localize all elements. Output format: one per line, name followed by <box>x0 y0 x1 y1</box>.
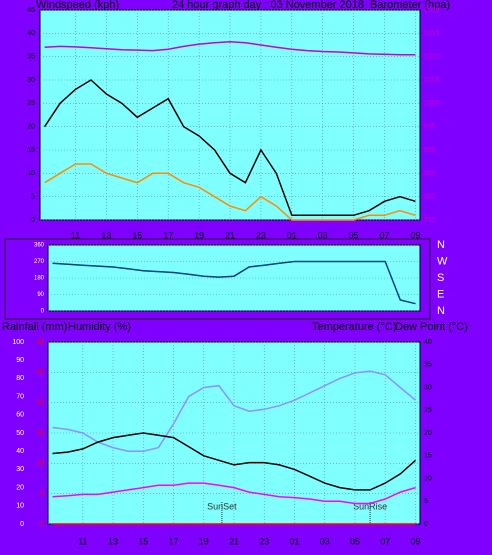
y-tick-label: 5 <box>31 194 35 201</box>
y2-tick-label: 1010 <box>424 54 440 61</box>
y-tick-label: 90 <box>37 292 44 298</box>
x-tick-label: 05 <box>350 536 360 546</box>
y2-tick-label: N <box>437 239 445 251</box>
y2-tick-label: N <box>437 305 445 317</box>
y-tick-label: 25 <box>27 100 35 107</box>
x-tick-label: 01 <box>289 536 299 546</box>
x-tick-label: 09 <box>410 536 420 546</box>
y2-tick-label: 990 <box>424 147 436 154</box>
y2-tick-label: 1005 <box>424 77 440 84</box>
y-tick-label: 270 <box>34 259 45 265</box>
y2-tick-label: 5 <box>424 498 428 505</box>
y2-tick-label: 975 <box>424 217 436 224</box>
direction-frame <box>4 238 431 320</box>
x-tick-label: 01 <box>287 230 297 240</box>
x-tick-label: 21 <box>229 536 239 546</box>
y3-tick-label: 10 <box>16 503 24 510</box>
y-tick-label: 180 <box>34 276 45 282</box>
y2-tick-label: 10 <box>424 475 432 482</box>
y2-tick-label: 1000 <box>424 100 440 107</box>
series-line <box>44 40 416 56</box>
series-line <box>52 370 416 452</box>
y2-tick-label: 1015 <box>424 30 440 37</box>
y2-tick-label: 995 <box>424 124 436 131</box>
x-tick-label: 13 <box>108 536 118 546</box>
annotation: SunSet <box>207 501 237 511</box>
y2-tick-label: 35 <box>424 362 432 369</box>
y-tick-label: 40 <box>27 30 35 37</box>
barometer-label: Barometer (hpa) <box>370 0 450 11</box>
rainfall-label: Rainfall (mm) <box>2 321 67 333</box>
y2-tick-label: 30 <box>424 384 432 391</box>
series-line <box>52 482 416 505</box>
y3-tick-label: 90 <box>16 357 24 364</box>
x-tick-label: 23 <box>259 536 269 546</box>
y2-tick-label: 980 <box>424 194 436 201</box>
x-tick-label: 17 <box>169 536 179 546</box>
x-tick-label: 07 <box>379 230 389 240</box>
y-tick-label: 25 <box>36 369 44 376</box>
y3-tick-label: 0 <box>20 521 24 528</box>
x-tick-label: 07 <box>380 536 390 546</box>
y3-tick-label: 30 <box>16 466 24 473</box>
y2-tick-label: S <box>437 272 444 284</box>
x-tick-label: 03 <box>318 230 328 240</box>
x-tick-label: 15 <box>132 230 142 240</box>
x-tick-label: 15 <box>138 536 148 546</box>
x-tick-label: 11 <box>78 536 87 546</box>
y-tick-label: 5 <box>40 491 44 498</box>
annotation: SunRise <box>353 501 387 511</box>
y-tick-label: 10 <box>27 170 35 177</box>
x-tick-label: 21 <box>225 230 235 240</box>
y3-tick-label: 100 <box>12 339 24 346</box>
y2-tick-label: W <box>437 255 448 267</box>
y3-tick-label: 70 <box>16 393 24 400</box>
y-tick-label: 0 <box>31 217 35 224</box>
y-tick-label: 10 <box>36 460 44 467</box>
y-tick-label: 45 <box>27 7 35 14</box>
windspeed-label: Windspeed (kph) <box>36 0 119 11</box>
y-tick-label: 30 <box>36 339 44 346</box>
y3-tick-label: 20 <box>16 484 24 491</box>
humidity-label: Humidity (%) <box>68 321 131 333</box>
x-tick-label: 19 <box>199 536 209 546</box>
y-tick-label: 35 <box>27 54 35 61</box>
chart-title: 24 hour graph day : 03 November 2018 <box>172 0 364 11</box>
y-tick-label: 20 <box>27 124 35 131</box>
y-tick-label: 0 <box>40 521 44 528</box>
x-tick-label: 11 <box>71 230 80 240</box>
series-line <box>43 79 416 217</box>
x-tick-label: 13 <box>101 230 111 240</box>
y2-tick-label: 985 <box>424 170 436 177</box>
y2-tick-label: 25 <box>424 407 432 414</box>
x-tick-label: 23 <box>256 230 266 240</box>
y-tick-label: 0 <box>41 309 45 315</box>
y-tick-label: 360 <box>34 243 45 249</box>
temperature-label: Temperature (°C) <box>312 321 396 333</box>
y-tick-label: 30 <box>27 77 35 84</box>
y2-tick-label: 0 <box>424 521 428 528</box>
y3-tick-label: 40 <box>16 448 24 455</box>
y2-tick-label: E <box>437 288 444 300</box>
y3-tick-label: 50 <box>16 430 24 437</box>
series-line <box>44 163 416 221</box>
x-tick-label: 19 <box>194 230 204 240</box>
x-tick-label: 09 <box>410 230 420 240</box>
y-tick-label: 15 <box>36 430 44 437</box>
series-line <box>52 432 417 491</box>
y2-tick-label: 40 <box>424 339 432 346</box>
y2-tick-label: 20 <box>424 430 432 437</box>
x-tick-label: 17 <box>163 230 173 240</box>
series-line <box>52 260 416 305</box>
y3-tick-label: 60 <box>16 412 24 419</box>
y-tick-label: 20 <box>36 400 44 407</box>
y3-tick-label: 80 <box>16 375 24 382</box>
x-tick-label: 05 <box>349 230 359 240</box>
dewpoint-label: Dew Point (°C) <box>395 321 468 333</box>
y2-tick-label: 1020 <box>424 7 440 14</box>
y2-tick-label: 15 <box>424 453 432 460</box>
y-tick-label: 15 <box>27 147 35 154</box>
x-tick-label: 03 <box>320 536 330 546</box>
